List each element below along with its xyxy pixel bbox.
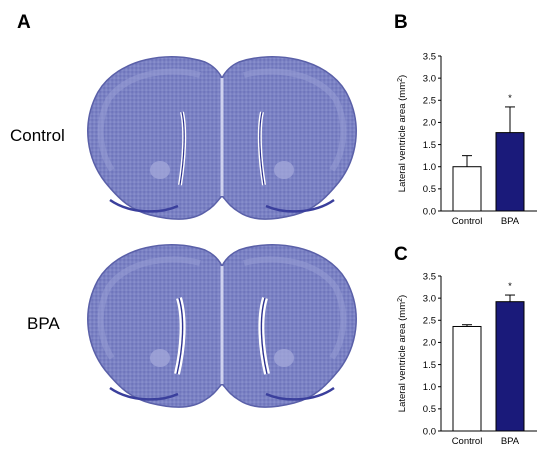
y-tick-label: 3.0 bbox=[423, 293, 436, 304]
y-axis-label-end: ) bbox=[397, 75, 408, 78]
bar-control bbox=[452, 325, 482, 432]
x-tick-label: Control bbox=[452, 436, 483, 447]
panel-label-b: B bbox=[394, 12, 408, 33]
y-tick-label: 1.0 bbox=[423, 162, 436, 173]
y-axis-label-end: ) bbox=[397, 295, 408, 298]
y-tick-label: 1.5 bbox=[423, 140, 436, 151]
y-tick-label: 0.5 bbox=[423, 404, 436, 415]
significance-mark: * bbox=[508, 281, 512, 292]
control-brain-section bbox=[87, 56, 357, 220]
bar-bpa bbox=[495, 132, 525, 212]
significance-mark: * bbox=[508, 93, 512, 104]
x-tick-label: BPA bbox=[501, 436, 520, 447]
y-tick-label: 3.5 bbox=[423, 271, 436, 282]
panel-label-c: C bbox=[394, 244, 408, 265]
y-axis-label-sup: 2 bbox=[397, 78, 404, 82]
x-tick-label: Control bbox=[452, 216, 483, 227]
y-tick-label: 3.5 bbox=[423, 51, 436, 62]
y-tick-label: 2.0 bbox=[423, 118, 436, 129]
y-tick-label: 0.0 bbox=[423, 426, 436, 437]
panel-label-a: A bbox=[17, 12, 31, 33]
y-axis-label-sup: 2 bbox=[397, 298, 404, 302]
y-axis-label-main: Lateral ventricle area (mm bbox=[397, 82, 408, 192]
y-axis-label-main: Lateral ventricle area (mm bbox=[397, 302, 408, 412]
bpa-brain-section bbox=[87, 244, 357, 408]
y-tick-label: 0.5 bbox=[423, 184, 436, 195]
bar-bpa bbox=[495, 301, 525, 432]
y-tick-label: 1.0 bbox=[423, 382, 436, 393]
y-tick-label: 2.5 bbox=[423, 316, 436, 327]
row-label-bpa: BPA bbox=[27, 314, 60, 333]
y-tick-label: 1.5 bbox=[423, 360, 436, 371]
bar-control bbox=[452, 166, 482, 212]
y-tick-label: 0.0 bbox=[423, 206, 436, 217]
y-axis-label: Lateral ventricle area (mm2) bbox=[397, 75, 409, 192]
y-axis-label: Lateral ventricle area (mm2) bbox=[397, 295, 409, 412]
y-tick-label: 2.5 bbox=[423, 96, 436, 107]
y-tick-label: 2.0 bbox=[423, 338, 436, 349]
row-label-control: Control bbox=[10, 126, 65, 145]
x-tick-label: BPA bbox=[501, 216, 520, 227]
y-tick-label: 3.0 bbox=[423, 73, 436, 84]
